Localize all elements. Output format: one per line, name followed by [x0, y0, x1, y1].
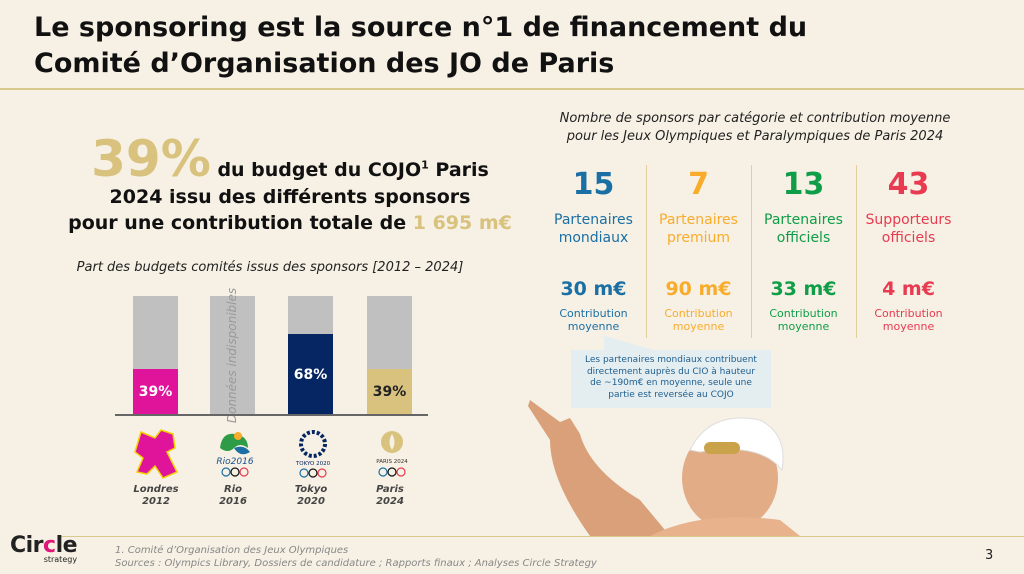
page-number: 3	[985, 548, 994, 563]
sponsor-category: 7 Partenaires premium 90 m€ Contribution m…	[646, 165, 751, 333]
sponsor-category: 13 Partenaires officiels 33 m€ Contributi…	[751, 165, 856, 333]
bar-2: 68%	[288, 296, 333, 415]
avg-contribution: 30 m€	[560, 278, 627, 300]
city-label: Londres 2012	[133, 484, 179, 507]
bar-3: 39%	[367, 296, 412, 415]
bar-fill: 68%	[288, 334, 333, 415]
svg-text:PARIS 2024: PARIS 2024	[376, 459, 408, 465]
sponsor-count: 15	[572, 167, 615, 202]
sponsor-category: 43 Supporteurs officiels 4 m€ Contributio…	[856, 165, 961, 333]
sponsors-title: Nombre de sponsors par catégorie et cont…	[559, 111, 951, 144]
sponsor-count: 13	[782, 167, 825, 202]
bar-fill: 39%	[133, 368, 178, 415]
title-divider	[0, 88, 1024, 90]
swimmer-photo	[528, 400, 800, 536]
paris-2024-logo: PARIS 2024	[376, 431, 408, 477]
headline-pct: 39%	[91, 130, 211, 188]
svg-text:TOKYO 2020: TOKYO 2020	[295, 461, 331, 467]
avg-contribution: 90 m€	[665, 278, 732, 300]
category-label: Supporteurs officiels	[865, 212, 952, 246]
sponsor-category: 15 Partenaires mondiaux 30 m€ Contributio…	[541, 165, 646, 333]
column-divider	[751, 165, 752, 338]
column-divider	[646, 165, 647, 338]
rio-2016-logo: Rio2016	[216, 432, 254, 477]
x-axis	[115, 414, 428, 416]
total-contribution: 1 695 m€	[412, 212, 512, 234]
category-label: Partenaires premium	[659, 212, 738, 246]
city-label: Paris 2024	[376, 484, 404, 507]
slide-title: Le sponsoring est la source n°1 de finan…	[34, 12, 808, 79]
callout-note: Les partenaires mondiaux contribuent dir…	[571, 350, 771, 408]
callout-pointer	[604, 336, 654, 350]
headline: 39% du budget du COJO1 Paris 2024 issu d…	[68, 130, 512, 234]
city-label: Rio 2016	[219, 484, 247, 507]
bar-1: Données indisponibles	[210, 288, 255, 423]
sponsor-count: 7	[688, 167, 709, 202]
category-label: Partenaires officiels	[764, 212, 843, 246]
category-label: Partenaires mondiaux	[554, 212, 633, 246]
london-2012-logo	[134, 429, 179, 479]
sponsor-count: 43	[887, 167, 930, 202]
bar-0: 39%	[133, 296, 178, 415]
tokyo-2020-logo: TOKYO 2020	[295, 430, 331, 478]
city-label: Tokyo 2020	[294, 484, 328, 507]
no-data-label: Données indisponibles	[225, 287, 240, 424]
chart-title: Part des budgets comités issus des spons…	[76, 260, 464, 275]
circle-strategy-logo: Circle strategy	[10, 533, 78, 565]
avg-contribution: 4 m€	[882, 278, 935, 300]
footnote: 1. Comité d’Organisation des Jeux Olympi…	[115, 545, 597, 569]
column-divider	[856, 165, 857, 338]
bar-fill: 39%	[367, 368, 412, 415]
svg-text:Rio2016: Rio2016	[216, 457, 253, 467]
avg-contribution: 33 m€	[770, 278, 837, 300]
footer-divider	[58, 536, 1024, 537]
